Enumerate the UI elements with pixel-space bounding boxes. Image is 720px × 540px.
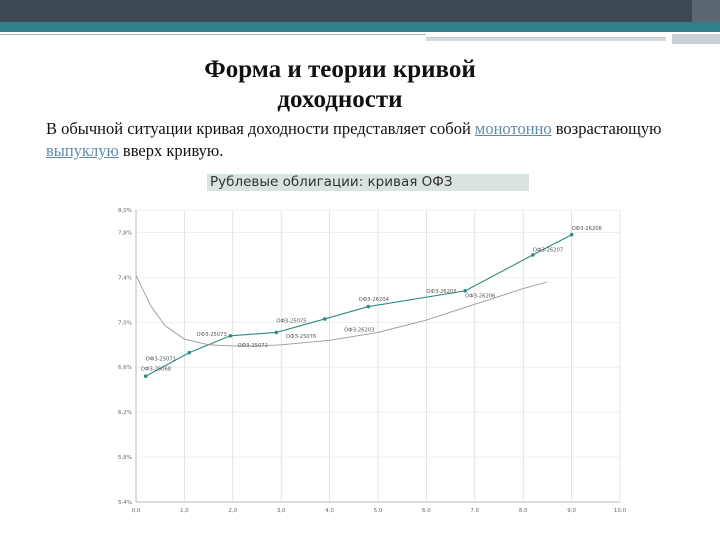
slide-title-line2: доходности <box>277 86 403 113</box>
body-text-middle: возрастающую <box>551 119 662 138</box>
y-tick-label: 7,8% <box>118 230 132 236</box>
chart-container: 0,0 1,0 2,0 3,0 4,0 5,0 6,0 7,0 8,0 9,0 10,0 5,4% 5,… <box>100 200 640 525</box>
slide-title-line1: Форма и теории кривой <box>204 56 476 83</box>
y-tick-label: 7,0% <box>118 320 132 326</box>
y-tick-label: 5,4% <box>118 500 132 506</box>
series-line <box>145 234 572 377</box>
data-point <box>228 333 233 338</box>
body-link-convex[interactable]: выпуклую <box>46 141 119 160</box>
x-tick-label: 3,0 <box>277 508 286 514</box>
data-point <box>366 304 371 309</box>
y-tick-label: 6,2% <box>118 410 132 416</box>
x-tick-label: 4,0 <box>325 508 334 514</box>
x-tick-label: 1,0 <box>180 508 189 514</box>
slide-accent-band <box>0 22 720 32</box>
point-label: ОФЗ-26207 <box>533 248 563 254</box>
point-label: ОФЗ-26208 <box>572 226 602 232</box>
x-tick-label: 5,0 <box>374 508 383 514</box>
x-tick-label: 0,0 <box>132 508 141 514</box>
yield-curve-chart: 0,0 1,0 2,0 3,0 4,0 5,0 6,0 7,0 8,0 9,0 10,0 5,4% 5,… <box>118 208 627 514</box>
slide-title: Форма и теории кривой доходности <box>120 55 560 115</box>
slide-rule-corner <box>672 34 720 44</box>
chart-title: Рублевые облигации: кривая ОФЗ <box>207 174 529 191</box>
point-label: ОФЗ-26203 <box>344 327 374 333</box>
data-point <box>463 289 467 293</box>
slide-rule-right <box>426 37 666 41</box>
x-tick-label: 2,0 <box>228 508 237 514</box>
x-tick-label: 7,0 <box>470 508 479 514</box>
slide-corner-block <box>692 0 720 22</box>
body-link-monotonic[interactable]: монотонно <box>474 119 552 138</box>
y-tick-label: 7,4% <box>118 275 132 281</box>
body-text-after: вверх кривую. <box>118 141 224 160</box>
data-point <box>143 374 148 379</box>
point-label: ОФЗ-25075 <box>276 318 306 324</box>
point-label: ОФЗ-25071 <box>146 356 176 362</box>
point-label: ОФЗ-26205 <box>426 289 456 295</box>
slide-rule-left <box>0 34 426 35</box>
x-tick-label: 9,0 <box>567 508 576 514</box>
x-tick-label: 10,0 <box>614 508 627 514</box>
data-point <box>531 253 535 257</box>
data-point <box>187 350 192 355</box>
x-tick-label: 6,0 <box>422 508 431 514</box>
data-point <box>274 330 279 335</box>
point-label: ОФЗ-25068 <box>141 367 171 373</box>
point-label: ОФЗ-26206 <box>465 294 495 300</box>
y-tick-label: 8,0% <box>118 208 132 214</box>
series-line <box>135 274 548 347</box>
point-label: ОФЗ-25072 <box>238 343 268 349</box>
point-label: ОФЗ-25073 <box>197 332 227 338</box>
y-tick-label: 5,8% <box>118 455 132 461</box>
point-label: ОФЗ-26204 <box>359 297 390 303</box>
y-tick-label: 6,6% <box>118 365 132 371</box>
point-label: ОФЗ-25076 <box>286 334 316 340</box>
body-text-before: В обычной ситуации кривая доходности пре… <box>46 119 475 138</box>
slide-body-text: В обычной ситуации кривая доходности пре… <box>46 118 686 162</box>
data-point <box>322 317 327 321</box>
slide-top-band <box>0 0 720 22</box>
x-tick-label: 8,0 <box>519 508 528 514</box>
data-point <box>569 232 574 237</box>
